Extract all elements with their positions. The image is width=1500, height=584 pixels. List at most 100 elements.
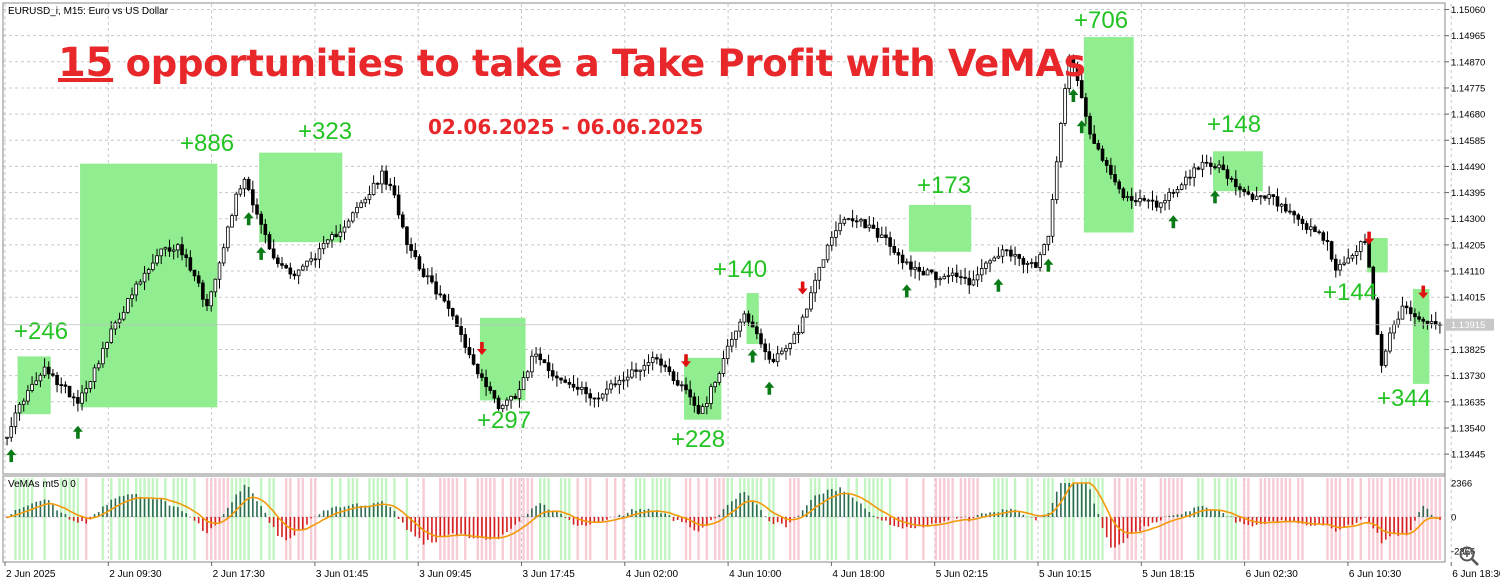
signal-arrows (6, 89, 1429, 463)
candle-body (625, 376, 630, 381)
candle-body (667, 366, 672, 373)
candle-body (1050, 199, 1055, 237)
signal-band (622, 478, 625, 560)
time-tick-label: 3 Jun 17:45 (523, 569, 576, 580)
candle-body (425, 275, 430, 278)
chart-title: EURUSD_i, M15: Euro vs US Dollar (8, 6, 169, 17)
candle (180, 236, 184, 261)
candle (959, 269, 963, 285)
candle-body (321, 242, 326, 250)
candle (555, 371, 559, 387)
candle (596, 392, 601, 408)
candle (1163, 193, 1167, 211)
signal-band (638, 478, 642, 560)
candle (650, 351, 655, 371)
candle (1379, 331, 1384, 373)
candle (834, 221, 838, 247)
candle (671, 369, 676, 385)
profit-labels: +246 +886 +323 +297 +228 +140 +173 +706 +148 +144… (14, 7, 1431, 453)
candle (1371, 265, 1376, 301)
candle-body (1292, 211, 1296, 216)
candle (105, 341, 109, 358)
time-tick-label: 4 Jun 18:00 (832, 569, 885, 580)
candle-body (26, 390, 30, 402)
candle-body (1363, 241, 1367, 244)
candle (1196, 166, 1201, 171)
candle (1100, 145, 1105, 163)
candle-body (209, 291, 213, 307)
candle (59, 377, 64, 394)
signal-band (743, 478, 746, 560)
signal-band (726, 478, 729, 560)
candle-body (513, 395, 518, 399)
candle-body (201, 282, 205, 300)
price-tick-label: 1.14585 (1451, 136, 1485, 147)
signal-band (355, 478, 359, 560)
candle-body (313, 258, 318, 261)
candle-body (571, 383, 576, 388)
profit-zone (17, 356, 51, 415)
candle (101, 341, 105, 368)
candle (896, 248, 901, 265)
signal-band (164, 478, 167, 560)
candle (388, 178, 393, 191)
candle (296, 269, 301, 285)
zoom-in-icon[interactable] (1458, 545, 1480, 567)
candle (288, 262, 293, 279)
candle-body (375, 182, 380, 185)
candle (1025, 260, 1030, 274)
signal-band (1072, 478, 1075, 560)
candle (117, 312, 122, 329)
current-price-box (1446, 318, 1494, 331)
signal-band (143, 478, 146, 560)
candle (542, 359, 547, 364)
candle (1054, 156, 1059, 204)
candle (655, 353, 659, 365)
candle (213, 278, 218, 298)
candle-body (1321, 232, 1326, 241)
candle-body (1109, 165, 1113, 175)
candle (1192, 163, 1196, 187)
current-price-label: 1.13915 (1451, 320, 1485, 331)
time-tick-label: 4 Jun 02:00 (626, 569, 679, 580)
candle-body (396, 194, 401, 216)
profit-zone (479, 317, 526, 401)
candle (21, 398, 26, 412)
candle-body (238, 188, 243, 195)
candle-body (979, 268, 984, 276)
candle (971, 270, 976, 287)
indicator-signal-line (6, 482, 1440, 539)
candle-body (663, 364, 667, 368)
candle (1400, 296, 1405, 320)
candle (792, 331, 797, 345)
candle-body (805, 308, 809, 318)
candle-body (1204, 161, 1209, 164)
signal-band (368, 478, 371, 560)
candle-body (605, 388, 609, 395)
candle-body (1271, 194, 1276, 198)
candle (255, 198, 259, 219)
price-tick-label: 1.14775 (1451, 83, 1485, 94)
candle-body (734, 330, 738, 340)
signal-band (809, 478, 813, 560)
sell-arrow-icon (1418, 285, 1429, 299)
candle (367, 185, 372, 205)
profit-zones (17, 37, 1430, 420)
candle (271, 239, 276, 260)
candle (134, 280, 139, 302)
candle (1354, 245, 1359, 265)
candle-body (417, 256, 422, 270)
candle (917, 262, 922, 281)
candle-body (17, 403, 22, 414)
buy-arrow-icon (993, 278, 1004, 292)
candle-body (671, 371, 676, 382)
candle-body (1304, 223, 1309, 230)
candle (230, 213, 234, 228)
candle-body (738, 321, 742, 332)
buy-arrow-icon (1076, 120, 1087, 134)
signal-band (818, 478, 821, 560)
candle (979, 259, 984, 283)
candle-body (326, 239, 330, 244)
candle (355, 201, 359, 218)
